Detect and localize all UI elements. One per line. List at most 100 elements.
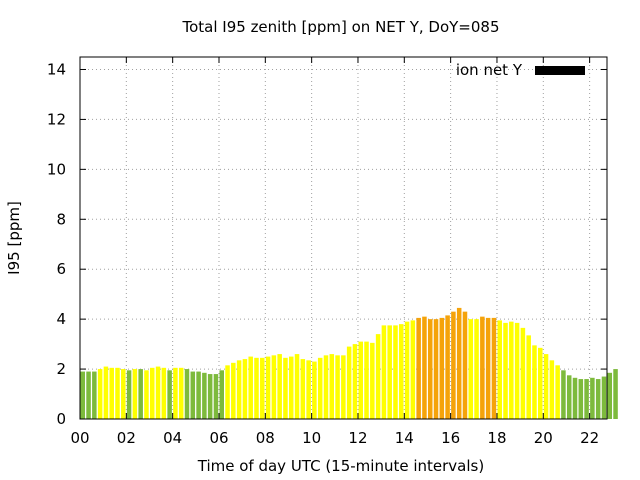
bar bbox=[92, 371, 97, 419]
bar bbox=[410, 320, 416, 419]
bar bbox=[468, 319, 474, 419]
bar bbox=[306, 360, 311, 419]
bar bbox=[225, 365, 230, 419]
bars bbox=[80, 307, 618, 419]
bar bbox=[451, 311, 456, 419]
y-axis-label: I95 [ppm] bbox=[5, 201, 23, 275]
bar bbox=[260, 357, 265, 419]
bar bbox=[346, 346, 352, 419]
bar bbox=[300, 359, 306, 419]
legend: ion net Y bbox=[456, 61, 585, 79]
x-tick-label: 02 bbox=[117, 429, 136, 447]
bar bbox=[323, 355, 329, 419]
x-tick-label: 00 bbox=[70, 429, 89, 447]
bar bbox=[138, 369, 143, 419]
bar bbox=[317, 357, 323, 419]
bar bbox=[254, 357, 259, 419]
bar bbox=[277, 354, 282, 419]
bar bbox=[149, 367, 155, 419]
bar bbox=[491, 317, 497, 419]
y-tick-label: 2 bbox=[56, 360, 66, 378]
bar bbox=[155, 366, 161, 419]
bar bbox=[613, 369, 618, 419]
bar bbox=[549, 360, 555, 419]
bar bbox=[121, 369, 126, 419]
bar bbox=[387, 325, 392, 419]
y-tick-label: 4 bbox=[56, 310, 66, 328]
bar bbox=[190, 371, 196, 419]
bar bbox=[80, 371, 86, 419]
bar bbox=[202, 372, 207, 419]
bar bbox=[590, 377, 595, 419]
x-tick-label: 20 bbox=[534, 429, 553, 447]
bar bbox=[497, 320, 502, 419]
bar bbox=[422, 316, 427, 419]
bar bbox=[538, 347, 543, 419]
bar bbox=[231, 362, 236, 419]
bar bbox=[572, 377, 578, 419]
chart-title: Total I95 zenith [ppm] on NET Y, DoY=085 bbox=[181, 18, 499, 36]
x-tick-label: 22 bbox=[580, 429, 599, 447]
bar bbox=[503, 322, 508, 419]
y-tick-label: 10 bbox=[47, 160, 66, 178]
bar bbox=[103, 366, 109, 419]
bar bbox=[514, 322, 520, 419]
bar bbox=[242, 359, 248, 419]
plot-frame bbox=[79, 56, 608, 420]
bar bbox=[115, 367, 120, 419]
y-tick-label: 14 bbox=[47, 60, 66, 78]
bar bbox=[480, 316, 485, 419]
bar bbox=[555, 365, 560, 419]
bar bbox=[167, 370, 172, 419]
bar bbox=[126, 370, 132, 419]
bar bbox=[416, 317, 421, 419]
x-tick-label: 18 bbox=[487, 429, 506, 447]
bar bbox=[312, 361, 317, 419]
x-tick-label: 08 bbox=[256, 429, 275, 447]
bar bbox=[248, 356, 253, 419]
bar bbox=[462, 311, 468, 419]
bar bbox=[265, 356, 271, 419]
bar bbox=[173, 367, 178, 419]
bar bbox=[543, 354, 549, 419]
bar bbox=[341, 355, 346, 419]
bar bbox=[601, 376, 607, 419]
bar bbox=[132, 369, 138, 419]
bar bbox=[236, 360, 242, 419]
bar bbox=[86, 371, 91, 419]
legend-swatch bbox=[535, 66, 585, 75]
bar bbox=[561, 370, 566, 419]
bar bbox=[335, 355, 340, 419]
bar bbox=[219, 370, 225, 419]
bar bbox=[381, 325, 387, 419]
bar bbox=[109, 367, 114, 419]
x-tick-label: 12 bbox=[348, 429, 367, 447]
bar bbox=[294, 354, 300, 419]
x-tick-label: 16 bbox=[441, 429, 460, 447]
bar bbox=[178, 367, 184, 419]
y-tick-label: 8 bbox=[56, 210, 66, 228]
bar bbox=[474, 319, 479, 419]
x-tick-label: 06 bbox=[209, 429, 228, 447]
bar bbox=[433, 319, 439, 419]
bar bbox=[288, 356, 294, 419]
bar bbox=[526, 335, 531, 419]
bar bbox=[370, 342, 375, 419]
bar bbox=[439, 317, 445, 419]
y-tick-label: 6 bbox=[56, 260, 66, 278]
bar bbox=[196, 371, 201, 419]
y-tick-label: 12 bbox=[47, 110, 66, 128]
bar bbox=[456, 307, 462, 419]
bar bbox=[607, 372, 613, 419]
grid bbox=[80, 57, 607, 419]
bar bbox=[352, 344, 358, 419]
x-axis-label: Time of day UTC (15-minute intervals) bbox=[197, 457, 484, 475]
bar bbox=[509, 321, 514, 419]
x-tick-label: 04 bbox=[163, 429, 182, 447]
bar bbox=[427, 319, 433, 419]
bar bbox=[184, 369, 190, 419]
bar bbox=[485, 317, 491, 419]
bar bbox=[566, 375, 572, 419]
